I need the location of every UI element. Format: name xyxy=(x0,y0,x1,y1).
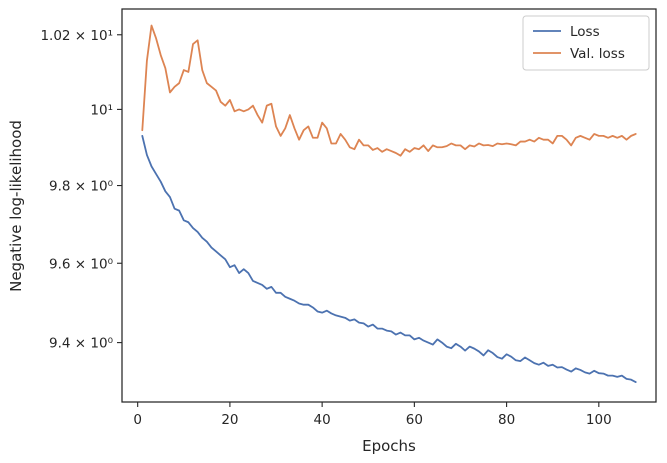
x-tick-label: 60 xyxy=(406,412,423,428)
x-tick-label: 40 xyxy=(314,412,331,428)
x-tick-label: 0 xyxy=(133,412,142,428)
legend-label: Val. loss xyxy=(570,46,625,62)
series-layer xyxy=(141,24,637,384)
y-tick-label: 1.02 × 10¹ xyxy=(40,28,113,44)
y-tick-label: 9.8 × 10⁰ xyxy=(49,179,113,195)
legend: Loss Val. loss xyxy=(522,15,650,71)
series-line-loss xyxy=(141,134,637,384)
x-tick-label: 100 xyxy=(586,412,612,428)
y-axis: 9.4 × 10⁰ 9.6 × 10⁰ 9.8 × 10⁰ 10¹ 1.02 × 10¹ xyxy=(40,28,122,352)
x-tick-label: 80 xyxy=(498,412,515,428)
y-tick-label: 10¹ xyxy=(90,102,113,118)
y-axis-label: Negative log-likelihood xyxy=(7,120,25,292)
x-tick-label: 20 xyxy=(221,412,238,428)
x-axis: 0 20 40 60 80 100 xyxy=(133,402,612,428)
legend-label: Loss xyxy=(570,24,600,40)
y-tick-label: 9.6 × 10⁰ xyxy=(49,256,113,272)
series-line-val-loss xyxy=(141,24,637,157)
x-axis-label: Epochs xyxy=(362,437,416,455)
y-tick-label: 9.4 × 10⁰ xyxy=(49,336,113,352)
plot-area xyxy=(122,9,656,402)
legend-box xyxy=(522,15,650,71)
plot-frame xyxy=(121,8,657,403)
